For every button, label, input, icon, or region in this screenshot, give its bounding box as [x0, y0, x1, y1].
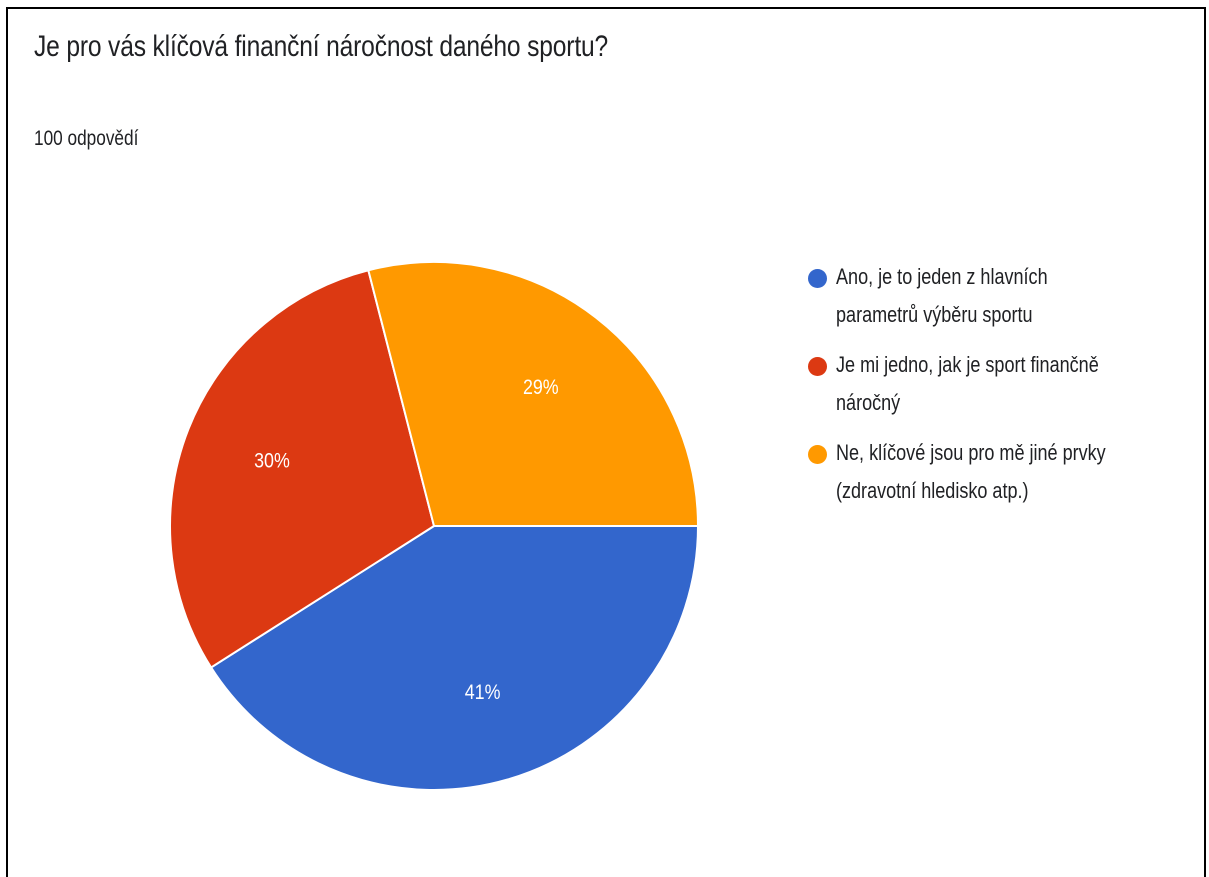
slice-percent-label-ano: 41% [465, 681, 501, 705]
slice-percent-label-ne: 29% [523, 376, 559, 400]
legend: Ano, je to jeden z hlavních parametrů vý… [808, 258, 1198, 522]
legend-item-ano[interactable]: Ano, je to jeden z hlavních parametrů vý… [808, 258, 1198, 334]
slice-percent-label-jedno: 30% [254, 449, 290, 473]
pie-slice-jedno[interactable] [169, 269, 436, 669]
legend-label-jedno: Je mi jedno, jak je sport finančně nároč… [836, 352, 1099, 415]
legend-swatch-ano [808, 269, 827, 288]
chart-title: Je pro vás klíčová finanční náročnost da… [34, 30, 609, 63]
legend-item-ne[interactable]: Ne, klíčové jsou pro mě jiné prvky (zdra… [808, 434, 1198, 510]
legend-item-jedno[interactable]: Je mi jedno, jak je sport finančně nároč… [808, 346, 1198, 422]
legend-swatch-jedno [808, 357, 827, 376]
legend-label-ne: Ne, klíčové jsou pro mě jiné prvky (zdra… [836, 440, 1106, 503]
pie-slice-ano[interactable] [209, 525, 700, 791]
legend-swatch-ne [808, 445, 827, 464]
pie-slice-ne[interactable] [367, 261, 700, 527]
response-count: 100 odpovědí [34, 127, 139, 150]
legend-label-ano: Ano, je to jeden z hlavních parametrů vý… [836, 264, 1048, 327]
